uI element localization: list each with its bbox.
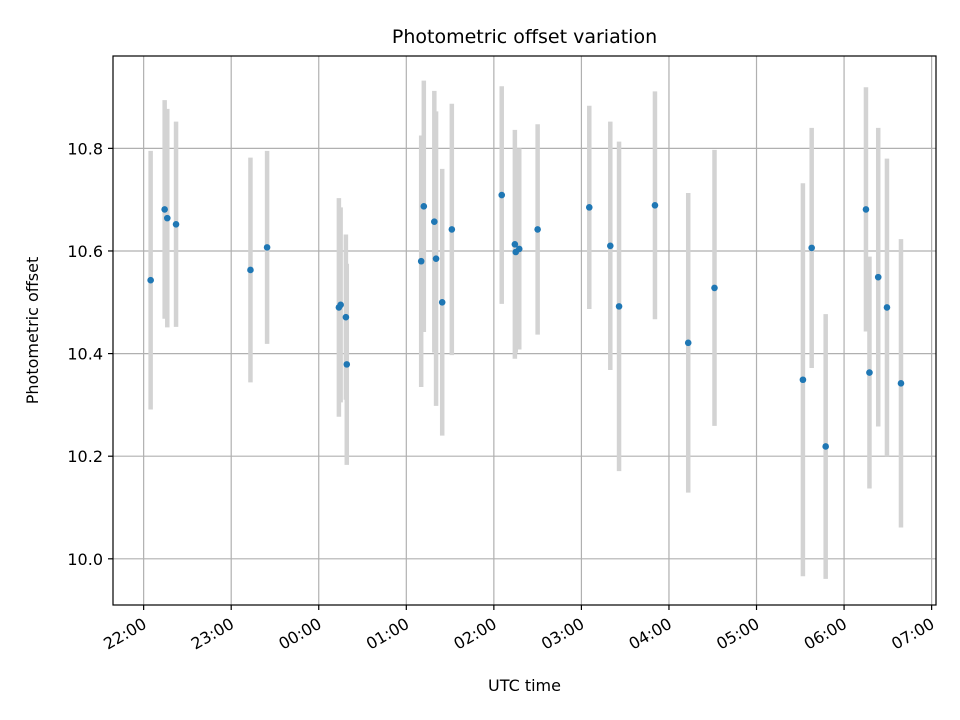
data-point [417, 257, 425, 265]
data-point [147, 276, 154, 284]
y-tick-label: 10.8 [67, 139, 103, 158]
data-point [247, 266, 254, 274]
data-point [263, 244, 271, 251]
y-axis-label: Photometric offset [23, 257, 42, 405]
grid [113, 56, 936, 605]
data-point [420, 203, 428, 210]
data-point [808, 244, 815, 252]
data-point [874, 273, 882, 281]
y-tick-label: 10.4 [67, 345, 103, 364]
data-point [866, 369, 873, 376]
data-point [897, 380, 905, 387]
data-point [585, 204, 593, 211]
y-axis-ticks: 10.0 10.2 10.4 10.6 10.8 [67, 139, 113, 569]
data-point [343, 361, 351, 368]
data-point [511, 241, 519, 248]
data-point [438, 298, 446, 306]
data-point [515, 245, 523, 253]
data-point [163, 214, 171, 222]
data-point [822, 443, 829, 450]
y-tick-label: 10.2 [67, 447, 103, 466]
chart-title: Photometric offset variation [392, 26, 657, 48]
data-point [498, 191, 506, 199]
data-point [431, 218, 438, 226]
data-point [711, 284, 718, 292]
data-point [337, 301, 344, 309]
y-tick-label: 10.6 [67, 242, 103, 261]
data-point [607, 242, 614, 250]
data-point [534, 226, 541, 233]
data-point [883, 304, 891, 311]
y-tick-label: 10.0 [67, 550, 103, 569]
data-point [448, 226, 456, 233]
data-point [799, 376, 807, 384]
x-axis-label: UTC time [488, 676, 561, 695]
data-point [862, 206, 870, 213]
data-point [161, 206, 168, 213]
data-point [432, 255, 440, 262]
data-point [651, 202, 659, 209]
data-points [147, 191, 905, 450]
data-point [684, 339, 692, 347]
data-point [172, 220, 180, 228]
plot-frame [112, 55, 937, 606]
data-point [615, 303, 623, 310]
data-point [342, 313, 350, 321]
